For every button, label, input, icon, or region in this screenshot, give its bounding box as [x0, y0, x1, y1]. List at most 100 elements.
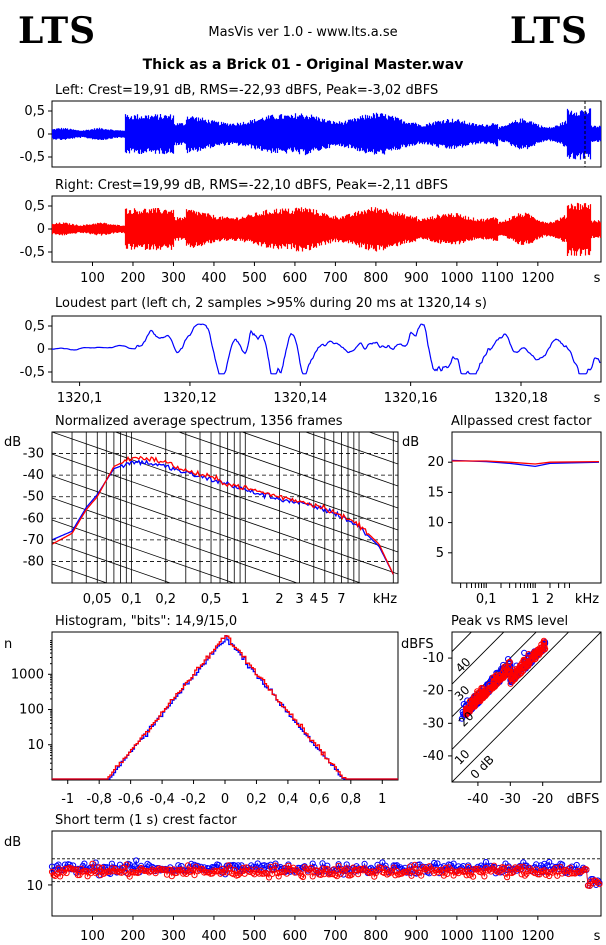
scatter-point-right — [508, 673, 515, 680]
scatter-point-right — [525, 661, 532, 668]
scatter-point-right — [535, 649, 542, 656]
scatter-point-right — [518, 664, 526, 671]
crest-point-left — [133, 857, 140, 864]
scatter-point-right — [538, 641, 545, 648]
ytick-label: 10 — [27, 738, 44, 753]
xtick-label: 200 — [121, 271, 146, 286]
ytick-label: 0 — [37, 127, 45, 142]
xtick-label: 1100 — [481, 929, 514, 944]
loudest-part-title: Loudest part (left ch, 2 samples >95% du… — [55, 296, 487, 311]
grid-slope — [52, 300, 398, 420]
crest-point-right — [445, 864, 452, 871]
xtick-label: -0,8 — [86, 792, 111, 807]
grid-slope — [241, 432, 398, 487]
xtick-label: 300 — [161, 929, 186, 944]
crest-point-right — [398, 870, 405, 877]
crest-point-right — [371, 873, 378, 880]
loudest-part-panel: Loudest part (left ch, 2 samples >95% du… — [20, 296, 602, 406]
crest-point-right — [167, 866, 174, 874]
xtick-label: 7 — [337, 592, 345, 607]
grid-slope — [52, 519, 235, 583]
crest-point-right — [520, 863, 527, 870]
crest-point-left — [546, 859, 553, 866]
crest-point-right — [440, 872, 447, 879]
crest-point-right — [450, 872, 457, 879]
grid-slope — [52, 674, 398, 794]
crest-point-right — [243, 864, 250, 871]
crest-point-right — [191, 872, 198, 879]
xtick-label: 0 — [221, 792, 229, 807]
crest-point-right — [355, 871, 362, 878]
xtick-label: 1320,12 — [163, 391, 217, 406]
ytick-label: 0,5 — [24, 199, 45, 214]
xunit-label: dBFS — [567, 792, 600, 807]
crest-point-right — [418, 872, 425, 879]
crest-point-right — [99, 864, 106, 871]
crest-point-left — [146, 862, 153, 869]
scatter-point-right — [493, 681, 500, 688]
xtick-label: 0,2 — [246, 792, 267, 807]
xtick-label: -0,2 — [181, 792, 206, 807]
ytick-label: -30 — [23, 447, 44, 462]
crest-point-right — [196, 867, 203, 874]
scatter-point-right — [478, 684, 485, 692]
crest-point-left — [81, 860, 88, 867]
right-waveform-title: Right: Crest=19,99 dB, RMS=-22,10 dBFS, … — [55, 178, 448, 193]
crest-point-right — [390, 864, 397, 871]
crest-point-right — [115, 868, 122, 875]
xtick-label: -30 — [500, 792, 521, 807]
grid-slope — [114, 432, 398, 531]
crest-point-right — [431, 870, 438, 877]
crest-point-right — [470, 873, 477, 880]
crest-point-right — [97, 872, 104, 879]
diagonal-label: 40 — [453, 655, 474, 676]
crest-point-right — [283, 870, 290, 877]
ytick-label: 0 — [37, 342, 45, 357]
scatter-point-right — [506, 668, 513, 675]
xtick-label: 3 — [295, 592, 303, 607]
left-waveform-signal — [51, 108, 602, 160]
peak-vs-rms-frame — [451, 631, 602, 783]
allpassed-crest-panel: Allpassed crest factor dB 20 15 10 5 0,1 1 2 kHz — [402, 414, 602, 607]
xtick-label: 900 — [404, 271, 429, 286]
crest-point-right — [314, 867, 321, 874]
loudest-part-signal — [51, 323, 601, 375]
scatter-point-right — [489, 684, 496, 691]
scatter-point-right — [482, 688, 489, 696]
xunit-label: kHz — [373, 592, 397, 607]
xtick-label: 1320,1 — [57, 391, 103, 406]
crest-point-right — [308, 864, 315, 871]
ytick-label: -30 — [423, 716, 444, 731]
xunit-label: s — [594, 391, 601, 406]
short-term-crest-ylabel: dB — [4, 835, 21, 850]
crest-point-left — [434, 860, 441, 867]
scatter-point-right — [469, 703, 476, 710]
crest-point-left — [520, 859, 527, 866]
right-waveform-signal — [51, 202, 602, 256]
crest-point-left — [188, 860, 195, 868]
peak-vs-rms-ylabel: dBFS — [401, 637, 434, 652]
crest-point-right — [348, 871, 355, 878]
ytick-label: -20 — [423, 684, 444, 699]
grid-slope — [52, 475, 362, 583]
crest-point-right — [231, 867, 239, 874]
scatter-point-right — [463, 707, 470, 714]
crest-point-right — [516, 863, 524, 871]
crest-point-right — [594, 879, 601, 886]
crest-point-right — [235, 871, 242, 879]
xtick-label: -0,4 — [149, 792, 174, 807]
xtick-label: kHz — [575, 592, 599, 607]
ytick-label: 0,5 — [24, 319, 45, 334]
crest-point-right — [299, 873, 307, 881]
ytick-label: -0,5 — [20, 245, 45, 260]
crest-diagonal — [452, 632, 537, 718]
crest-point-right — [342, 866, 349, 873]
short-term-crest-title: Short term (1 s) crest factor — [55, 813, 237, 828]
crest-point-right — [521, 872, 529, 879]
ytick-label: 15 — [427, 485, 444, 500]
scatter-point-right — [490, 677, 497, 685]
ytick-label: -0,5 — [20, 365, 45, 380]
crest-point-left — [108, 860, 116, 867]
crest-line-right — [51, 863, 600, 887]
